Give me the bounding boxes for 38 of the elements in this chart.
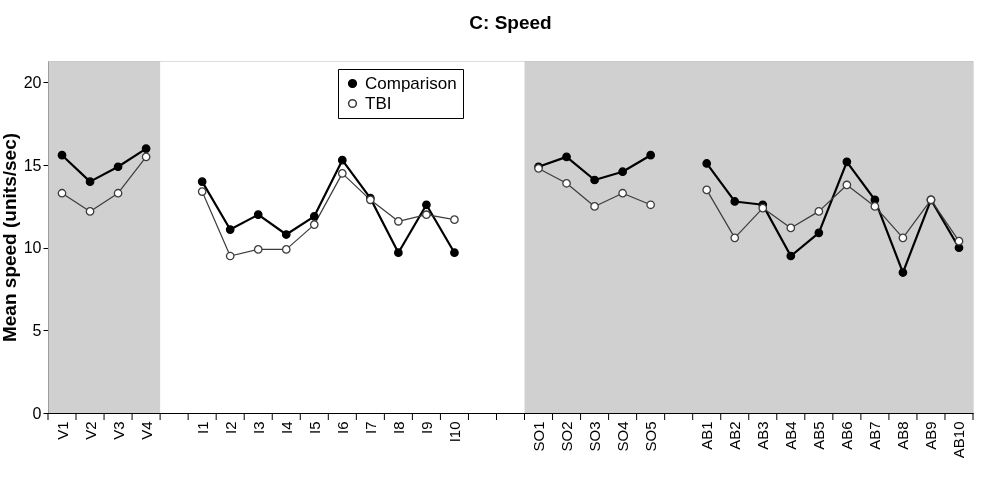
x-tick-label: SO2 <box>558 421 576 452</box>
x-tick-label: AB5 <box>810 421 828 450</box>
x-tick-label: AB8 <box>894 421 912 450</box>
x-tick-label: I6 <box>333 421 351 435</box>
x-tick-label: SO5 <box>642 421 660 452</box>
x-tick-label: I1 <box>193 421 211 435</box>
chart-title: C: Speed <box>469 12 552 33</box>
x-tick-label: V3 <box>109 421 127 440</box>
y-tick-label: 0 <box>32 404 42 422</box>
x-tick-label: AB2 <box>726 421 744 450</box>
y-tick-label: 15 <box>23 156 42 174</box>
x-tick-label: I3 <box>249 421 267 435</box>
x-tick-label: AB1 <box>698 421 716 450</box>
x-tick-label: I7 <box>361 421 379 435</box>
y-tick-label: 5 <box>32 321 42 339</box>
x-tick-label: AB9 <box>922 421 940 450</box>
y-tick-label: 20 <box>23 73 42 91</box>
x-tick-label: AB7 <box>866 421 884 450</box>
x-tick-label: I4 <box>277 421 295 435</box>
x-tick-label: SO3 <box>586 421 604 452</box>
x-tick-label: V1 <box>53 421 71 440</box>
legend-label: TBI <box>365 93 392 113</box>
x-tick-label: I9 <box>417 421 435 435</box>
x-tick-label: AB4 <box>782 421 800 450</box>
x-tick-label: AB6 <box>838 421 856 450</box>
x-tick-label: AB10 <box>950 421 968 459</box>
x-tick-label: I10 <box>445 421 463 443</box>
x-tick-label: I2 <box>221 421 239 435</box>
x-tick-label: I8 <box>389 421 407 435</box>
y-axis-title: Mean speed (units/sec) <box>0 132 20 343</box>
x-tick-label: SO1 <box>530 421 548 452</box>
x-tick-label: V2 <box>81 421 99 440</box>
x-tick-label: AB3 <box>754 421 772 450</box>
y-tick-label: 10 <box>23 239 42 257</box>
x-tick-label: SO4 <box>614 421 632 452</box>
x-tick-label: I5 <box>305 421 323 435</box>
x-tick-label: V4 <box>137 421 155 440</box>
legend-label: Comparison <box>365 73 457 93</box>
